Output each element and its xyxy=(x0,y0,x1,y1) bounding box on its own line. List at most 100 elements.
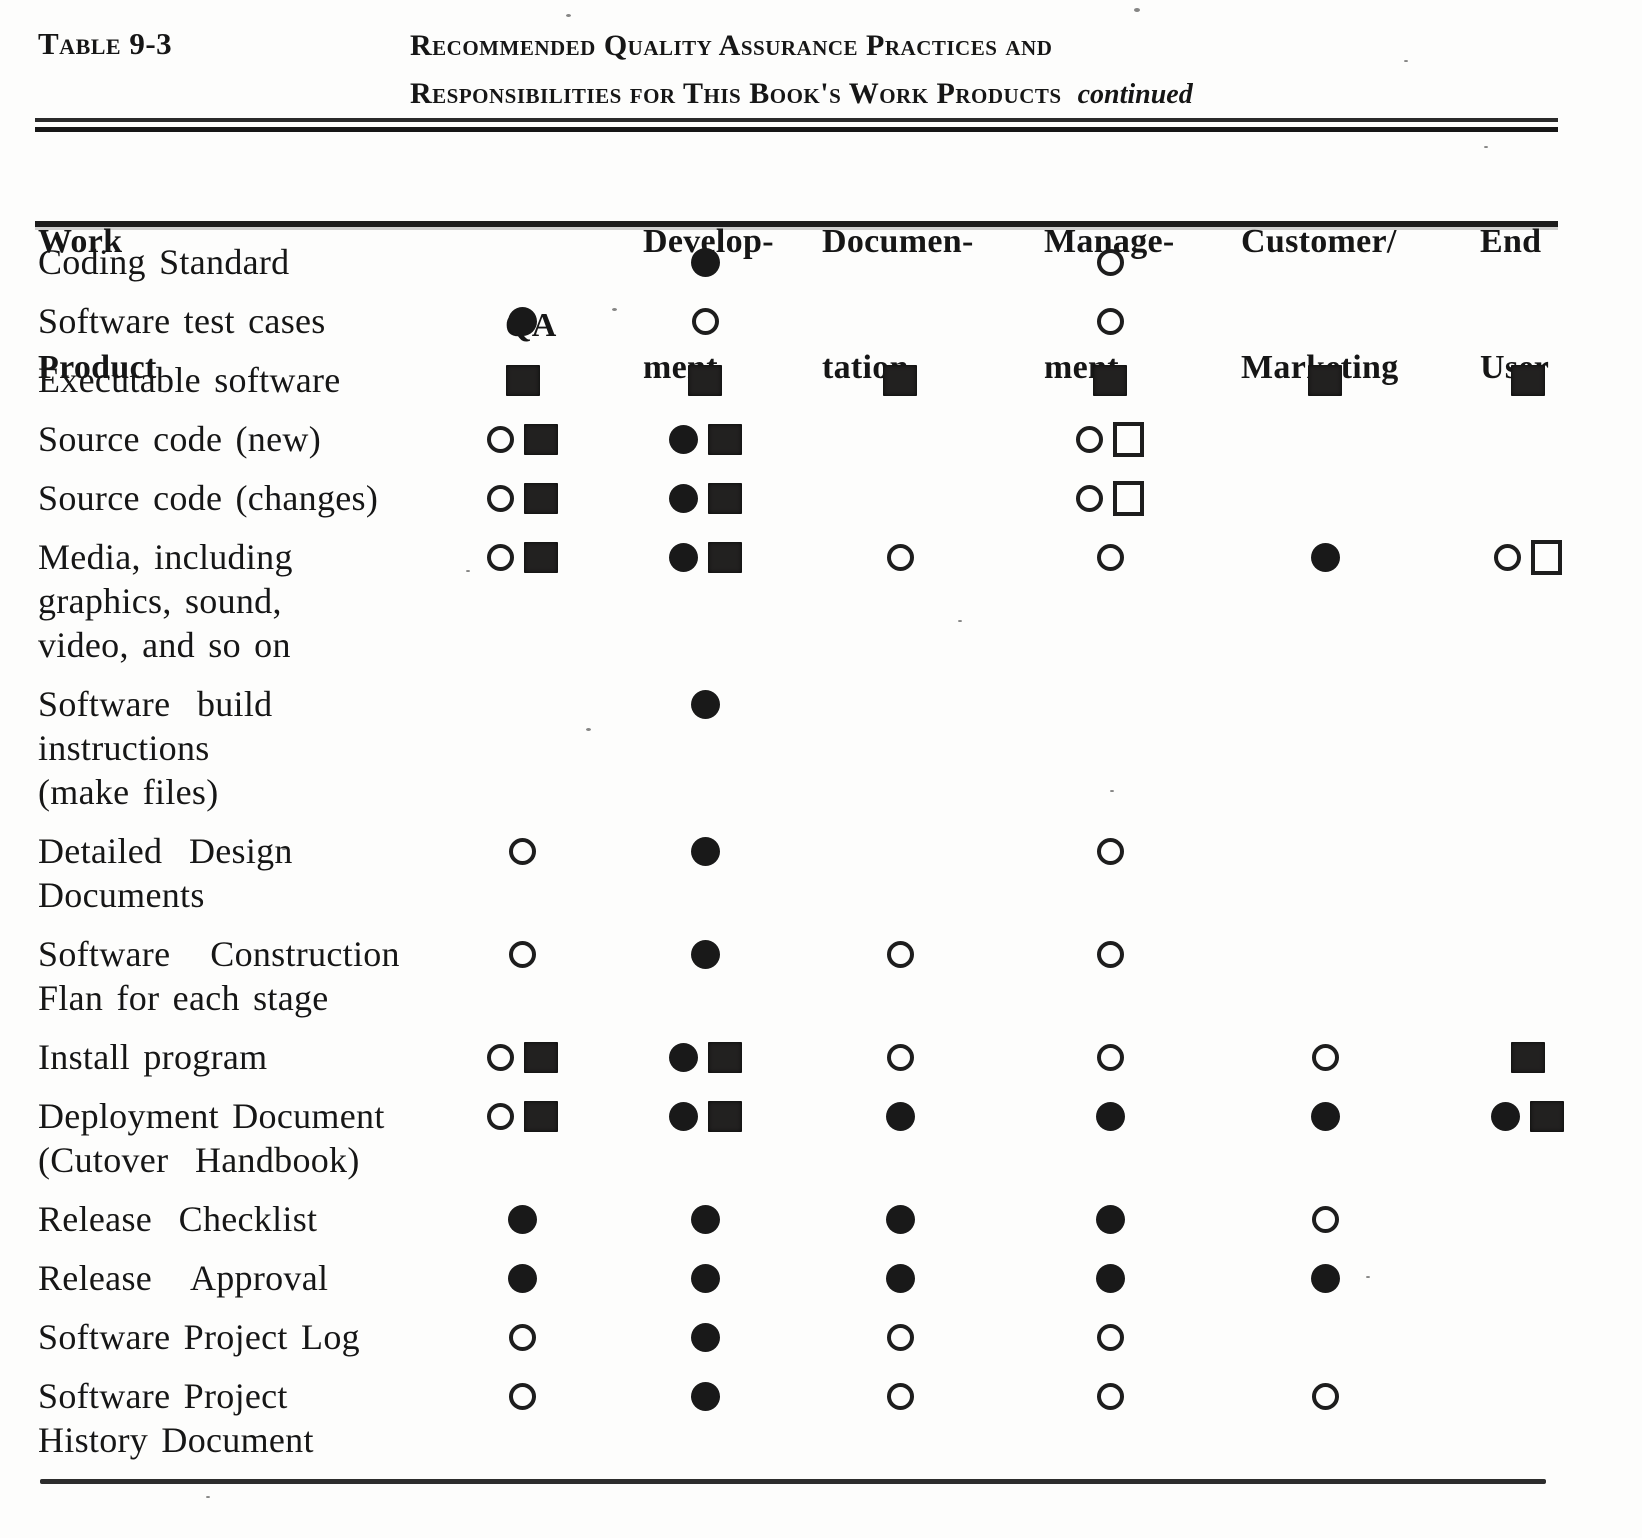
work-product-label-line: Software Project Log xyxy=(38,1317,360,1357)
responsibility-cell-management xyxy=(985,682,1235,726)
work-product-label-line: Source code (new) xyxy=(38,419,321,459)
work-product-label-line: History Document xyxy=(38,1420,314,1460)
responsibility-cell-documentation xyxy=(815,417,985,461)
scan-speckle xyxy=(1366,1276,1370,1278)
top-rule-upper xyxy=(35,118,1558,122)
responsibility-cell-documentation xyxy=(815,1315,985,1359)
responsibility-cell-management xyxy=(985,417,1235,461)
filled-square-icon xyxy=(524,1041,558,1073)
open-circle-icon xyxy=(509,1382,536,1410)
filled-circle-icon xyxy=(1310,1101,1340,1131)
open-circle-icon xyxy=(509,940,536,968)
table-row: Source code (new) xyxy=(35,417,1640,476)
responsibility-cell-qa xyxy=(450,1374,595,1418)
filled-circle-icon xyxy=(690,1204,720,1234)
responsibility-cell-customer-marketing xyxy=(1235,358,1415,402)
responsibility-cell-development xyxy=(595,1256,815,1300)
responsibility-cell-end-user xyxy=(1415,299,1640,343)
work-product-label: Software Construction Flan for each stage xyxy=(35,932,450,1020)
responsibility-cell-end-user xyxy=(1415,932,1640,976)
filled-square-icon xyxy=(883,364,917,396)
filled-square-icon xyxy=(524,482,558,514)
work-product-label-line: Install program xyxy=(38,1037,268,1077)
work-product-label: Coding Standard xyxy=(35,240,450,284)
responsibility-cell-end-user xyxy=(1415,1256,1640,1300)
table-row: Media, including graphics, sound, video, a… xyxy=(35,535,1640,682)
responsibility-cell-development xyxy=(595,829,815,873)
open-circle-icon xyxy=(509,1323,536,1351)
work-product-label-line: graphics, sound, xyxy=(38,581,282,621)
filled-square-icon xyxy=(524,423,558,455)
open-circle-icon xyxy=(886,1323,914,1351)
filled-circle-icon xyxy=(668,542,698,572)
responsibility-cell-documentation xyxy=(815,1256,985,1300)
open-circle-icon xyxy=(1311,1382,1339,1410)
work-product-label-line: (Cutover Handbook) xyxy=(38,1140,360,1180)
responsibility-cell-documentation xyxy=(815,535,985,579)
work-product-label-line: Documents xyxy=(38,875,205,915)
responsibility-cell-end-user xyxy=(1415,240,1640,284)
scan-speckle xyxy=(466,570,470,572)
table-row: Detailed Design Documents xyxy=(35,829,1640,932)
open-circle-icon xyxy=(487,1043,514,1071)
responsibility-cell-qa xyxy=(450,476,595,520)
responsibility-cell-documentation xyxy=(815,476,985,520)
open-circle-icon xyxy=(1096,1043,1124,1071)
responsibility-cell-documentation xyxy=(815,932,985,976)
filled-circle-icon xyxy=(668,483,698,513)
responsibility-cell-end-user xyxy=(1415,476,1640,520)
responsibility-cell-qa xyxy=(450,682,595,726)
open-circle-icon xyxy=(1096,307,1124,335)
scan-speckle xyxy=(1484,146,1488,148)
responsibility-cell-end-user xyxy=(1415,1197,1640,1241)
responsibility-cell-management xyxy=(985,932,1235,976)
responsibility-cell-development xyxy=(595,240,815,284)
responsibility-cell-management xyxy=(985,829,1235,873)
table-title-line2-text: Responsibilities for This Book's Work Pr… xyxy=(410,77,1062,110)
responsibility-cell-development xyxy=(595,476,815,520)
responsibility-cell-documentation xyxy=(815,682,985,726)
filled-square-icon xyxy=(707,423,742,455)
responsibility-cell-customer-marketing xyxy=(1235,1035,1415,1079)
filled-circle-icon xyxy=(885,1263,915,1293)
open-circle-icon xyxy=(1311,1205,1339,1233)
responsibility-cell-development xyxy=(595,1315,815,1359)
responsibility-cell-documentation xyxy=(815,240,985,284)
filled-circle-icon xyxy=(1491,1101,1520,1131)
work-product-label-line: Executable software xyxy=(38,360,341,400)
open-circle-icon xyxy=(886,543,914,571)
open-circle-icon xyxy=(1493,543,1521,571)
work-product-label: Source code (new) xyxy=(35,417,450,461)
scan-speckle xyxy=(206,1496,210,1498)
responsibility-cell-development xyxy=(595,358,815,402)
responsibility-cell-documentation xyxy=(815,829,985,873)
responsibility-cell-end-user xyxy=(1415,1374,1640,1418)
filled-square-icon xyxy=(688,364,722,396)
filled-circle-icon xyxy=(1095,1263,1125,1293)
work-product-label: Deployment Document (Cutover Handbook) xyxy=(35,1094,450,1182)
table-row: Install program xyxy=(35,1035,1640,1094)
responsibility-cell-customer-marketing xyxy=(1235,535,1415,579)
responsibility-cell-end-user xyxy=(1415,358,1640,402)
filled-circle-icon xyxy=(668,424,698,454)
scan-speckle xyxy=(282,848,286,850)
responsibility-cell-qa xyxy=(450,535,595,579)
open-circle-icon xyxy=(1076,425,1103,453)
work-product-label: Detailed Design Documents xyxy=(35,829,450,917)
open-circle-icon xyxy=(487,543,514,571)
responsibility-cell-management xyxy=(985,1197,1235,1241)
responsibility-cell-customer-marketing xyxy=(1235,682,1415,726)
filled-circle-icon xyxy=(1310,542,1340,572)
responsibility-cell-management xyxy=(985,1315,1235,1359)
table-row: Coding Standard xyxy=(35,240,1640,299)
responsibility-cell-development xyxy=(595,1094,815,1138)
table-title: Recommended Quality Assurance Practices … xyxy=(410,22,1193,119)
scan-speckle xyxy=(566,14,571,17)
responsibility-cell-end-user xyxy=(1415,417,1640,461)
table-row: Release Approval xyxy=(35,1256,1640,1315)
responsibility-cell-qa xyxy=(450,299,595,343)
responsibility-cell-end-user xyxy=(1415,829,1640,873)
filled-square-icon xyxy=(524,541,558,573)
scan-speckle xyxy=(1404,60,1408,62)
filled-circle-icon xyxy=(885,1204,915,1234)
